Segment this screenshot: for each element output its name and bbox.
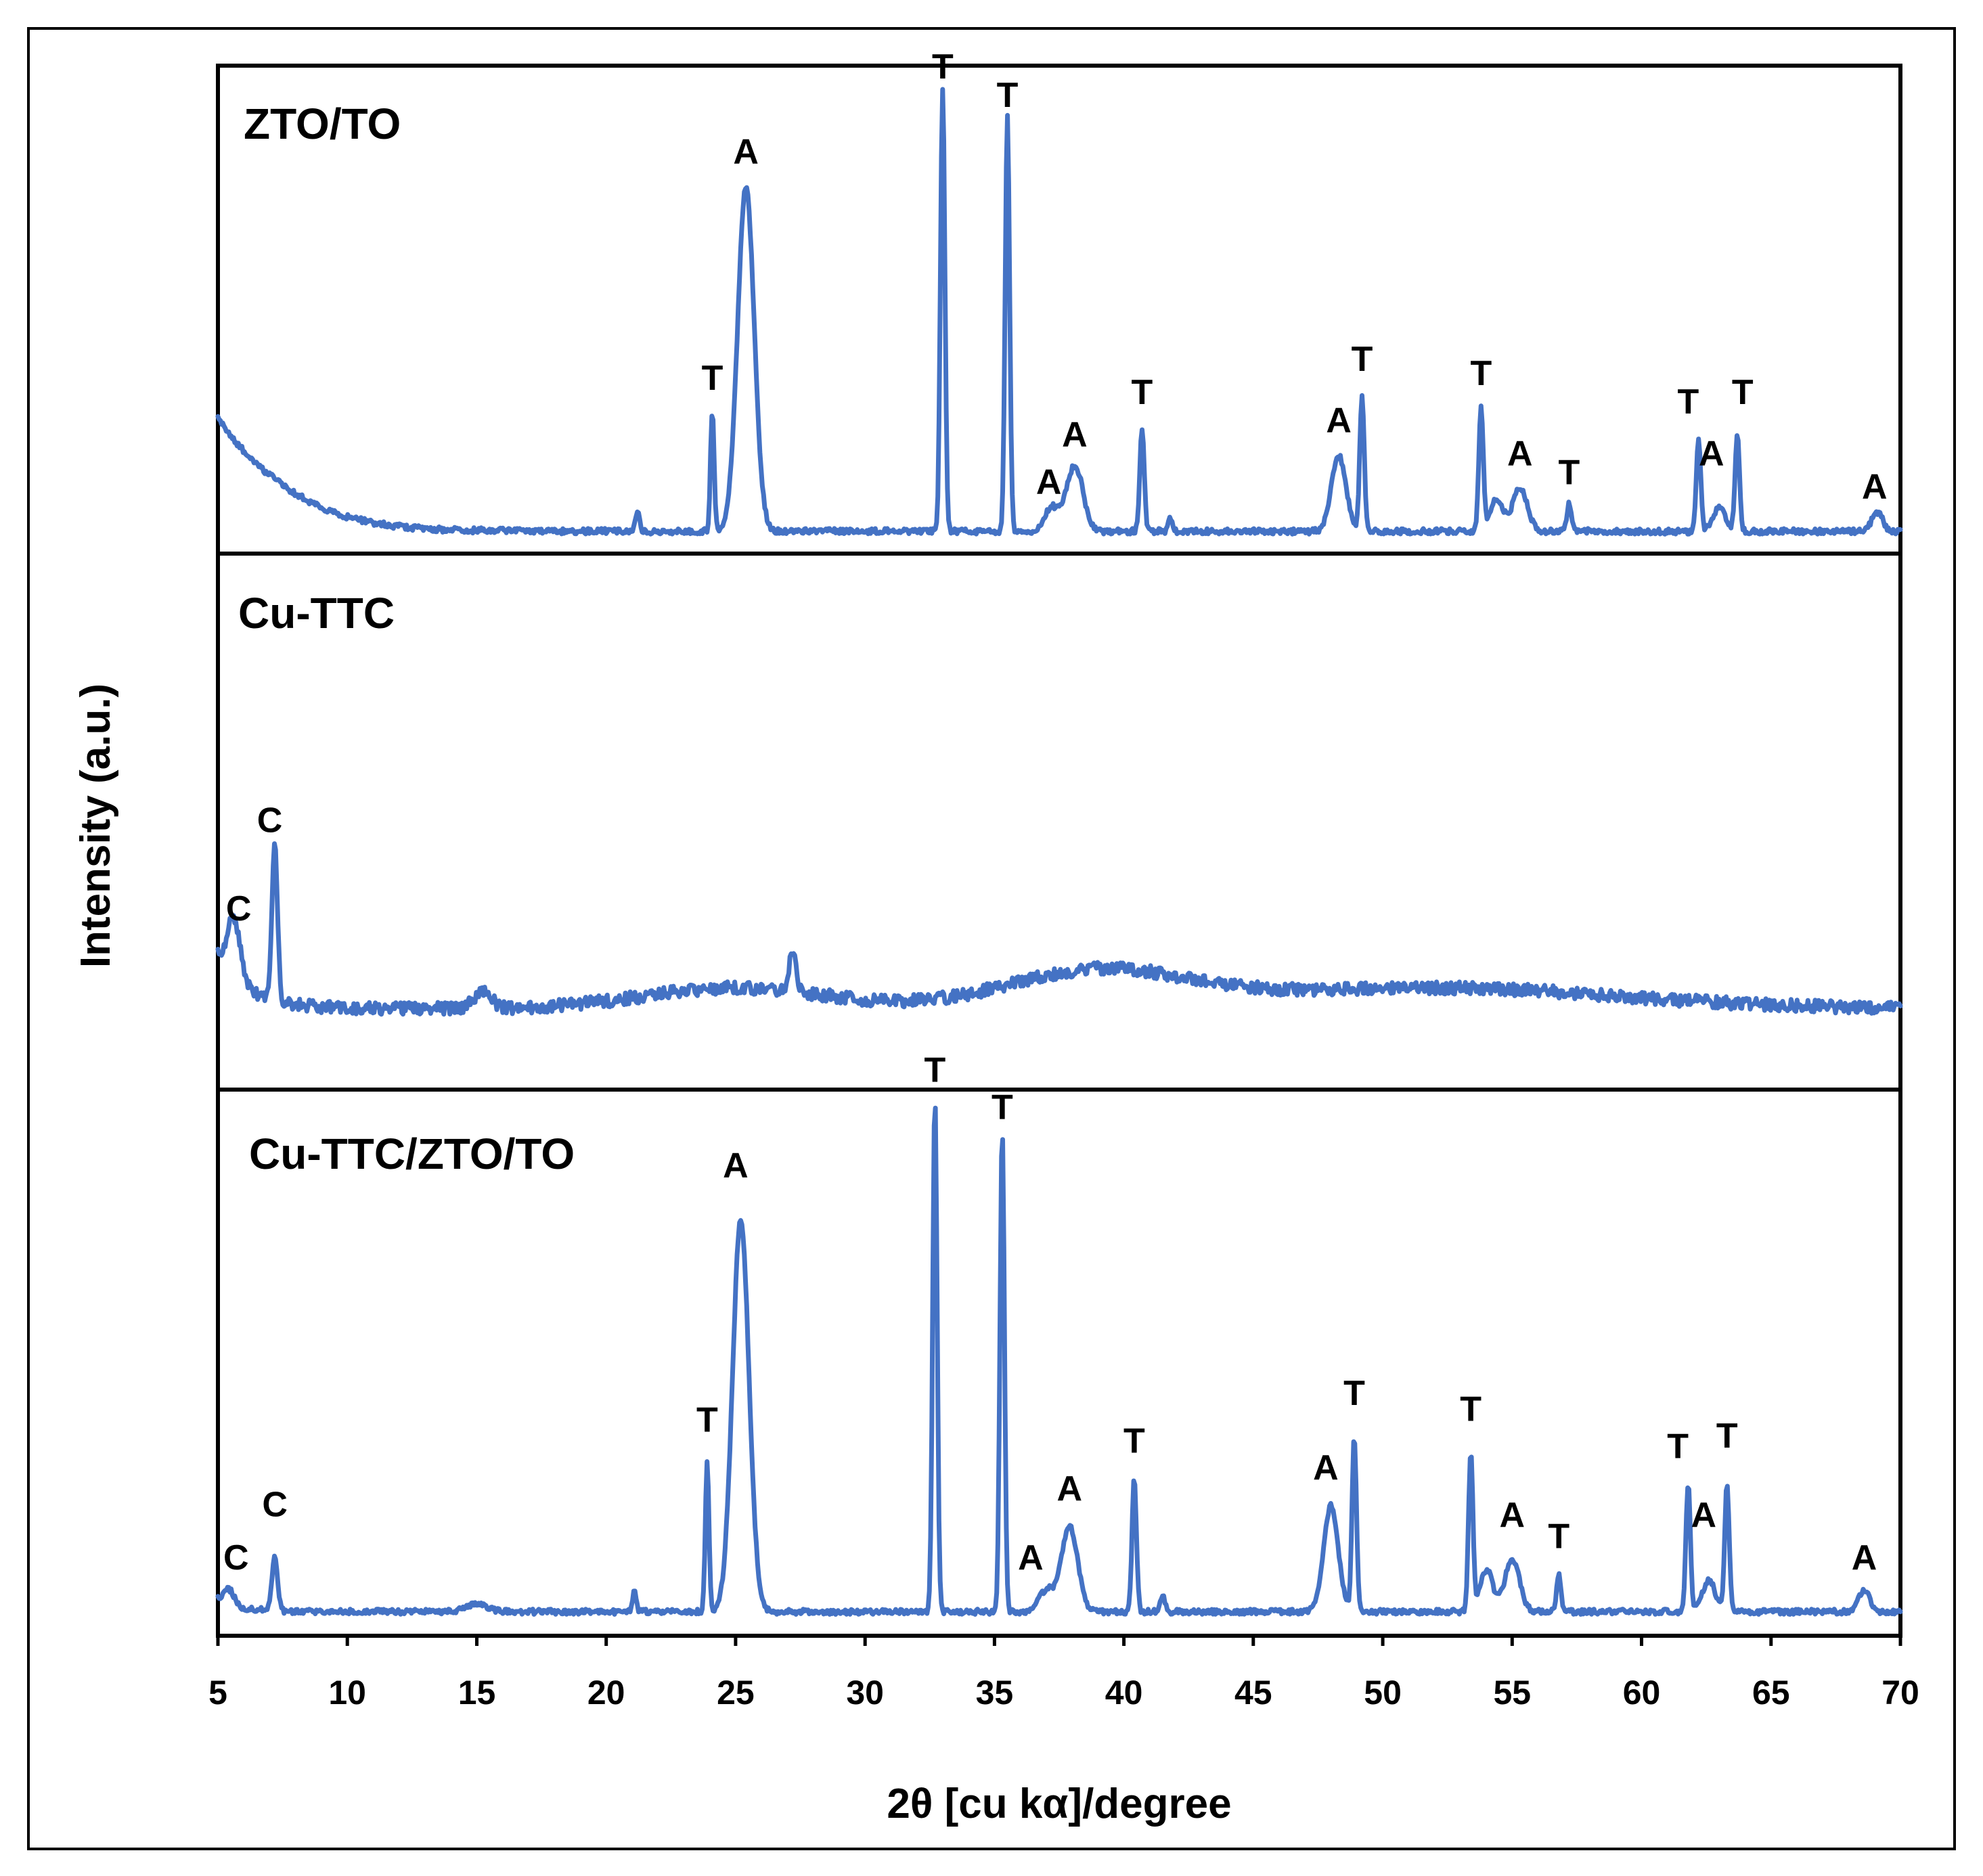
peak-marker-t-zto-to-2: T [932,47,954,87]
peak-marker-t-zto-to-12: T [1678,382,1699,422]
x-axis: 5 10 15 20 25 30 35 40 45 50 55 60 65 70 [208,1636,1919,1712]
peak-marker-t-cu-ttc-zto-to-5: T [992,1088,1013,1127]
peak-marker-a-cu-ttc-zto-to-15: A [1691,1496,1717,1535]
peak-marker-t-zto-to-11: T [1559,453,1580,492]
peak-marker-a-cu-ttc-zto-to-17: A [1852,1538,1877,1578]
peak-marker-t-cu-ttc-zto-to-16: T [1716,1416,1738,1456]
x-tick-label-40: 40 [1105,1674,1143,1712]
x-tick-label-70: 70 [1881,1674,1919,1712]
peak-marker-a-cu-ttc-zto-to-6: A [1018,1538,1044,1578]
peak-marker-t-zto-to-0: T [702,359,723,398]
x-tick-label-5: 5 [208,1674,227,1712]
peak-marker-c-cu-ttc-zto-to-1: C [262,1486,288,1525]
peak-marker-a-cu-ttc-zto-to-9: A [1313,1448,1339,1488]
peak-marker-t-cu-ttc-zto-to-11: T [1460,1390,1481,1429]
trace-zto-to [215,87,1903,537]
peak-marker-t-cu-ttc-zto-to-13: T [1548,1517,1569,1557]
peak-marker-t-zto-to-6: T [1132,373,1153,412]
x-tick-label-50: 50 [1364,1674,1402,1712]
peak-marker-t-cu-ttc-zto-to-2: T [696,1400,718,1439]
y-axis-title: Intensity (a.u.) [72,684,119,968]
peak-marker-a-zto-to-5: A [1062,416,1088,455]
trace-cu-ttc-zto-to [215,1105,1903,1617]
peak-marker-t-zto-to-9: T [1471,354,1492,393]
peak-marker-a-zto-to-15: A [1862,467,1888,506]
panel-labels-layer: ZTO/TO Cu-TTC Cu-TTC/ZTO/TO [238,99,575,1178]
peak-marker-c-cu-ttc-0: C [226,889,252,929]
plot-area-border [216,64,1902,1638]
panel-label-zto-to: ZTO/TO [244,99,401,148]
peak-marker-a-zto-to-4: A [1036,462,1062,501]
peak-marker-t-cu-ttc-zto-to-4: T [924,1051,946,1090]
x-tick-label-20: 20 [587,1674,625,1712]
peak-marker-a-zto-to-10: A [1507,434,1533,474]
peak-marker-t-zto-to-8: T [1352,340,1373,379]
peak-marker-t-zto-to-3: T [997,76,1019,115]
x-tick-label-10: 10 [328,1674,366,1712]
peak-marker-a-cu-ttc-zto-to-3: A [723,1146,749,1186]
peak-marker-c-cu-ttc-1: C [257,801,283,840]
trace-cu-ttc [215,841,1903,1017]
x-tick-label-60: 60 [1623,1674,1661,1712]
x-tick-label-55: 55 [1493,1674,1531,1712]
panel-label-cu-ttc-zto-to: Cu-TTC/ZTO/TO [249,1130,575,1178]
peak-marker-a-zto-to-7: A [1326,401,1352,441]
x-tick-label-35: 35 [976,1674,1014,1712]
x-axis-title: 2θ [cu kα]/degree [887,1781,1231,1827]
peak-marker-t-cu-ttc-zto-to-8: T [1123,1422,1145,1461]
peak-marker-a-cu-ttc-zto-to-12: A [1500,1496,1525,1535]
x-tick-label-25: 25 [717,1674,755,1712]
panel-label-cu-ttc: Cu-TTC [238,589,395,638]
x-tick-label-65: 65 [1752,1674,1790,1712]
peak-marker-c-cu-ttc-zto-to-0: C [223,1538,249,1578]
x-tick-label-15: 15 [458,1674,496,1712]
peak-marker-t-zto-to-14: T [1732,373,1754,412]
traces-layer [215,87,1903,1617]
peak-marker-a-zto-to-1: A [733,132,759,171]
peak-marker-t-cu-ttc-zto-to-10: T [1343,1374,1365,1413]
peak-marker-t-cu-ttc-zto-to-14: T [1667,1427,1689,1466]
peak-marker-a-zto-to-13: A [1699,434,1724,474]
x-tick-label-45: 45 [1234,1674,1272,1712]
x-tick-label-30: 30 [846,1674,884,1712]
outer-frame [27,27,1956,1850]
peak-marker-a-cu-ttc-zto-to-7: A [1057,1469,1083,1509]
